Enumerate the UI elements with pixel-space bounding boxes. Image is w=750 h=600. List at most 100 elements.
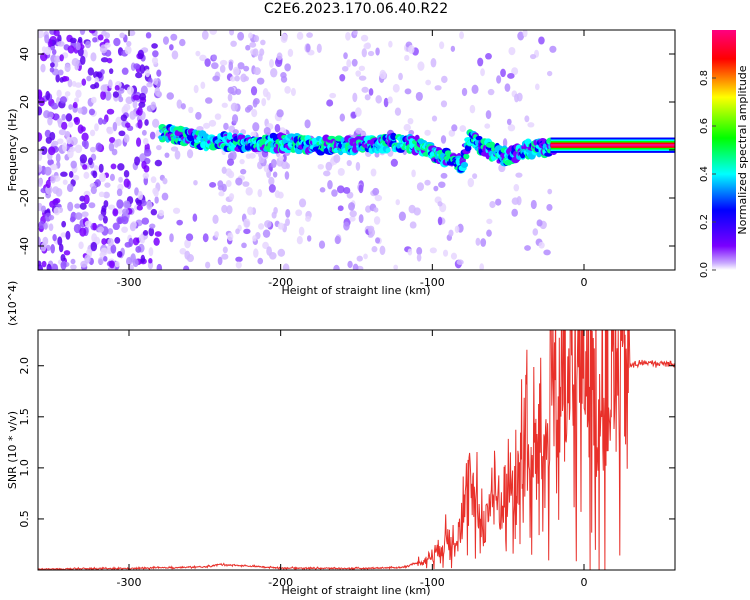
heatmap-cell	[185, 233, 194, 241]
heatmap-cell	[538, 36, 545, 45]
heatmap-cell	[40, 63, 46, 73]
heatmap-cell	[83, 194, 90, 205]
heatmap-cell	[358, 214, 364, 224]
heatmap-cell	[44, 166, 52, 176]
heatmap-cell	[485, 53, 492, 60]
heatmap-cell	[305, 215, 311, 222]
heatmap-cell	[146, 82, 153, 88]
heatmap-cell	[217, 256, 223, 266]
heatmap-cell	[408, 44, 415, 54]
heatmap-cell	[153, 237, 160, 246]
heatmap-cell	[390, 158, 398, 167]
heatmap-cell	[179, 248, 187, 255]
heatmap-cell	[137, 106, 143, 116]
heatmap-cell	[257, 189, 263, 198]
heatmap-cell	[337, 205, 344, 212]
heatmap-cell	[280, 75, 288, 83]
heatmap-cell	[262, 88, 269, 98]
snr-y-axis: 0.5 1.0 1.5 2.0	[18, 357, 675, 528]
heatmap-cell	[440, 172, 448, 179]
heatmap-cell	[229, 76, 236, 82]
heatmap-cell	[534, 83, 540, 91]
heatmap-cell	[270, 68, 278, 78]
heatmap-cell	[371, 246, 378, 253]
heatmap-cell	[57, 40, 65, 47]
heatmap-cell	[148, 227, 155, 237]
heatmap-cell	[39, 52, 48, 62]
colorbar-ticks: 0.0 0.2 0.4 0.6 0.8	[699, 70, 716, 278]
heatmap-cell	[227, 232, 234, 241]
heatmap-cell	[60, 261, 67, 270]
heatmap-cell	[209, 30, 217, 35]
heatmap-cell	[227, 86, 235, 94]
heatmap-cell	[358, 184, 364, 194]
colorbar-tick-label: 0.4	[699, 166, 710, 182]
heatmap-cell	[126, 256, 133, 266]
heatmap-cell	[107, 238, 114, 247]
heatmap-cell	[174, 150, 181, 160]
heatmap-cell	[507, 73, 515, 79]
heatmap-cell	[430, 58, 437, 68]
heatmap-cell	[59, 77, 65, 83]
heatmap-cell	[97, 226, 105, 233]
heatmap-cell	[431, 115, 438, 122]
heatmap-cell	[90, 186, 97, 195]
heatmap-cell	[40, 242, 47, 252]
heatmap-ridge-cell	[475, 135, 483, 141]
heatmap-cell	[273, 207, 278, 215]
heatmap-cell	[196, 126, 204, 132]
heatmap-cell	[248, 32, 253, 39]
heatmap-band	[550, 144, 675, 147]
heatmap-cell	[44, 46, 52, 56]
snr-y-multiplier: (x10^4)	[6, 281, 19, 326]
heatmap-cell	[50, 174, 56, 184]
heatmap-cell	[251, 108, 258, 118]
heatmap-cell	[107, 204, 116, 210]
heatmap-cell	[92, 37, 98, 43]
heatmap-cell	[95, 142, 103, 152]
heatmap-cell	[136, 199, 142, 207]
heatmap-cell	[56, 89, 62, 98]
heatmap-cell	[317, 163, 324, 170]
heatmap-cell	[135, 72, 143, 79]
heatmap-cell	[282, 154, 287, 162]
heatmap-cell	[408, 129, 415, 136]
heatmap-cell	[522, 30, 528, 38]
heatmap-cell	[122, 200, 131, 209]
heatmap-cell	[514, 93, 519, 103]
heatmap-ridge-cell	[463, 153, 470, 160]
heatmap-cell	[285, 218, 290, 227]
heatmap-cell	[90, 241, 98, 252]
heatmap-cell	[74, 203, 81, 209]
heatmap-cell	[263, 127, 271, 135]
heatmap-cell	[277, 191, 284, 199]
heatmap-cell	[103, 191, 110, 199]
heatmap-cell	[358, 75, 367, 81]
heatmap-cell	[456, 259, 464, 265]
heatmap-cell	[44, 34, 50, 44]
heatmap-cell	[118, 176, 123, 183]
heatmap-cell	[119, 32, 125, 39]
heatmap-cell	[477, 57, 484, 67]
heatmap-cell	[372, 187, 380, 196]
heatmap-cell	[66, 183, 74, 193]
colorbar-label: Normalized spectral amplitude	[736, 65, 749, 234]
heatmap-cell	[511, 197, 520, 205]
heatmap-cell	[258, 223, 265, 230]
heatmap-cell	[150, 176, 157, 184]
heatmap-cell	[142, 137, 149, 145]
colorbar-scale	[712, 30, 736, 270]
heatmap-cell	[142, 229, 149, 236]
heatmap-cell	[424, 179, 431, 186]
heatmap-cell	[253, 35, 260, 43]
heatmap-cell	[408, 204, 416, 214]
heatmap-cell	[106, 57, 113, 64]
heatmap-cell	[136, 205, 143, 211]
heatmap-cell	[222, 246, 228, 254]
heatmap-cell	[104, 91, 112, 101]
heatmap-cell	[508, 46, 516, 56]
heatmap-cell	[120, 114, 128, 122]
heatmap-cell	[352, 92, 358, 103]
